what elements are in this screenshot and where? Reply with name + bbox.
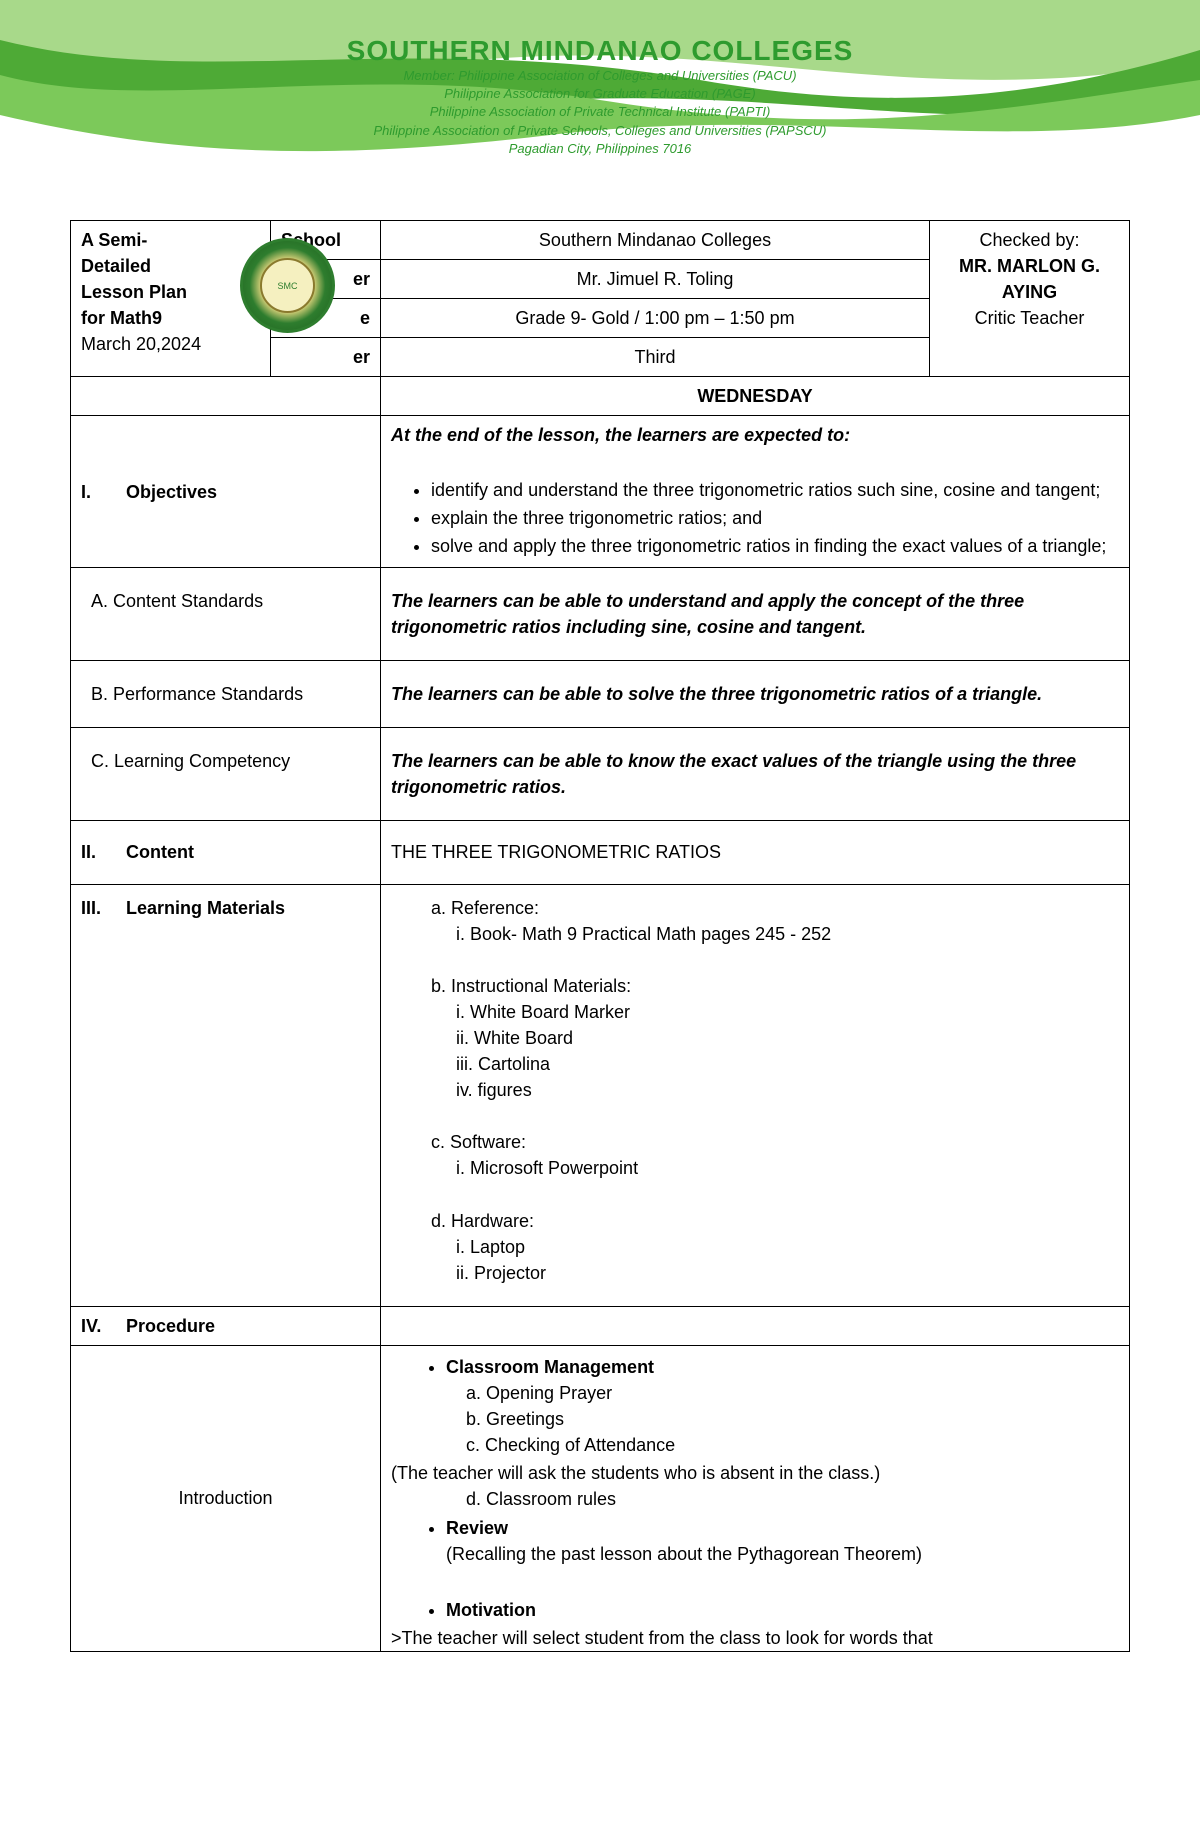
value-school: Southern Mindanao Colleges [381,221,930,260]
objectives-title: Objectives [126,482,217,502]
mat-a1: i. Book- Math 9 Practical Math pages 245… [391,921,1119,947]
mat-d2: ii. Projector [391,1260,1119,1286]
header-title: SOUTHERN MINDANAO COLLEGES [0,35,1200,67]
plan-date: March 20,2024 [81,331,260,357]
obj-2: explain the three trigonometric ratios; … [431,505,1119,531]
mat-b3: iii. Cartolina [391,1051,1119,1077]
mat-b: b. Instructional Materials: [391,973,1119,999]
b-label: B. Performance Standards [71,661,381,728]
content-label-cell: II. Content [71,821,381,884]
proc-cm-note: (The teacher will ask the students who i… [391,1460,1119,1486]
objectives-intro: At the end of the lesson, the learners a… [391,422,1119,448]
checker-name: MR. MARLON G. AYING [940,253,1119,305]
objectives-label-cell: I. Objectives [71,416,381,567]
header-banner: SOUTHERN MINDANAO COLLEGES Member: Phili… [0,0,1200,200]
obj-3: solve and apply the three trigonometric … [431,533,1119,559]
mat-a: a. Reference: [391,895,1119,921]
proc-cm: Classroom Management a. Opening Prayer b… [446,1354,1119,1458]
proc-cm-text: Classroom Management [446,1357,654,1377]
procedure-roman: IV. [81,1313,121,1339]
materials-title: Learning Materials [126,898,285,918]
mat-c1: i. Microsoft Powerpoint [391,1155,1119,1181]
plan-title-2: Detailed [81,253,260,279]
plan-title-4: for Math9 [81,305,260,331]
mat-b4: iv. figures [391,1077,1119,1103]
c-text: The learners can be able to know the exa… [381,728,1130,821]
proc-motivation-text: Motivation [446,1600,536,1620]
page-body: SMC A Semi- Detailed Lesson Plan for Mat… [0,200,1200,1692]
a-text: The learners can be able to understand a… [381,567,1130,660]
value-grade: Grade 9- Gold / 1:00 pm – 1:50 pm [381,299,930,338]
checked-by-cell: Checked by: MR. MARLON G. AYING Critic T… [930,221,1130,377]
proc-cm-c: c. Checking of Attendance [466,1432,1119,1458]
content-roman: II. [81,839,121,865]
proc-review: Review (Recalling the past lesson about … [446,1515,1119,1567]
plan-title-cell: A Semi- Detailed Lesson Plan for Math9 M… [71,221,271,377]
a-label: A. Content Standards [71,567,381,660]
proc-cm-d: d. Classroom rules [391,1486,1119,1512]
b-text: The learners can be able to solve the th… [381,661,1130,728]
materials-roman: III. [81,895,121,921]
mat-d1: i. Laptop [391,1234,1119,1260]
proc-cm-b: b. Greetings [466,1406,1119,1432]
content-title: Content [126,842,194,862]
obj-1: identify and understand the three trigon… [431,477,1119,503]
checked-by-label: Checked by: [940,227,1119,253]
mat-b1: i. White Board Marker [391,999,1119,1025]
header-sub5: Pagadian City, Philippines 7016 [0,140,1200,158]
c-label: C. Learning Competency [71,728,381,821]
proc-cm-a: a. Opening Prayer [466,1380,1119,1406]
header-sub1: Member: Philippine Association of Colleg… [0,67,1200,85]
mat-d: d. Hardware: [391,1208,1119,1234]
mat-b2: ii. White Board [391,1025,1119,1051]
value-quarter: Third [381,338,930,377]
mat-c: c. Software: [391,1129,1119,1155]
intro-content: Classroom Management a. Opening Prayer b… [381,1346,1130,1652]
header-sub3: Philippine Association of Private Techni… [0,103,1200,121]
plan-title-3: Lesson Plan [81,279,260,305]
school-seal: SMC [240,238,335,333]
header-sub4: Philippine Association of Private School… [0,122,1200,140]
procedure-title: Procedure [126,1316,215,1336]
intro-label: Introduction [71,1346,381,1652]
proc-motivation-desc: >The teacher will select student from th… [391,1625,1119,1651]
value-teacher: Mr. Jimuel R. Toling [381,260,930,299]
plan-title-1: A Semi- [81,227,260,253]
proc-review-text: Review [446,1518,508,1538]
checker-role: Critic Teacher [940,305,1119,331]
proc-review-desc: (Recalling the past lesson about the Pyt… [446,1541,1119,1567]
materials-content: a. Reference: i. Book- Math 9 Practical … [381,884,1130,1306]
proc-motivation: Motivation [446,1597,1119,1623]
objectives-roman: I. [81,479,121,505]
materials-label-cell: III. Learning Materials [71,884,381,1306]
label-quarter: er [271,338,381,377]
procedure-empty [381,1306,1130,1345]
empty-day-left [71,377,381,416]
content-text: THE THREE TRIGONOMETRIC RATIOS [381,821,1130,884]
lesson-plan-table: A Semi- Detailed Lesson Plan for Math9 M… [70,220,1130,1652]
day-label: WEDNESDAY [381,377,1130,416]
procedure-label-cell: IV. Procedure [71,1306,381,1345]
header-sub2: Philippine Association for Graduate Educ… [0,85,1200,103]
objectives-content: At the end of the lesson, the learners a… [381,416,1130,567]
